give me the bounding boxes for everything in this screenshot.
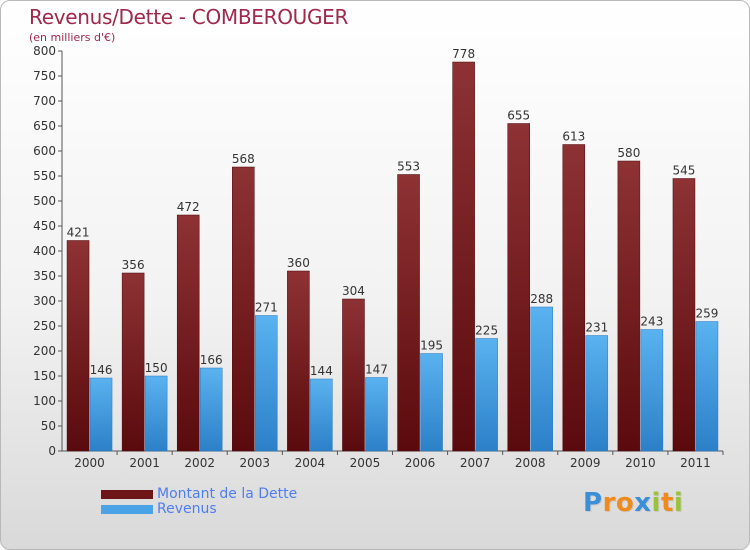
bar-dette [562,144,586,452]
x-tick-label: 2011 [680,456,711,470]
data-label-revenus: 288 [530,292,553,306]
data-label-dette: 568 [232,152,255,166]
bar-revenus [475,338,498,452]
bar-dette [232,166,255,452]
data-label-revenus: 225 [475,324,498,338]
x-tick-label: 2010 [625,456,656,470]
y-tick-label: 750 [33,69,56,83]
legend: Montant de la Dette Revenus [101,487,297,517]
bar-revenus [365,377,388,452]
data-label-dette: 613 [562,130,585,144]
bar-revenus [530,306,553,452]
bar-revenus [420,353,443,452]
data-label-dette: 778 [452,47,475,61]
data-label-revenus: 147 [365,363,388,377]
y-tick-label: 650 [33,119,56,133]
x-tick-label: 2009 [570,456,601,470]
bar-dette [672,178,696,452]
x-tick-label: 2008 [515,456,546,470]
y-tick-label: 300 [33,294,56,308]
y-tick-label: 600 [33,144,56,158]
logo-letter: x [634,488,652,518]
data-label-revenus: 166 [200,353,223,367]
logo-letter: i [673,488,684,518]
legend-swatch-debt [101,490,153,499]
data-label-revenus: 243 [640,315,663,329]
bar-revenus [89,377,113,452]
y-tick-label: 200 [33,344,56,358]
data-label-dette: 580 [617,146,640,160]
bar-dette [342,298,365,452]
bar-dette [397,174,420,452]
data-label-revenus: 146 [90,363,113,377]
logo-letter: i [651,488,661,518]
bar-revenus [310,378,333,452]
proxiti-logo: Proxiti [583,488,683,518]
data-label-revenus: 150 [145,361,168,375]
data-label-dette: 360 [287,256,310,270]
logo-letter: P [583,488,603,518]
bar-revenus [695,321,719,452]
x-tick-label: 2000 [74,456,105,470]
data-label-dette: 553 [397,160,420,174]
bar-revenus [199,367,223,452]
y-tick-label: 250 [33,319,56,333]
chart-subtitle: (en milliers d'€) [29,31,116,44]
y-tick-label: 800 [33,44,56,58]
bar-dette [617,160,641,452]
x-tick-label: 2006 [405,456,436,470]
data-label-revenus: 195 [420,339,443,353]
y-tick-label: 550 [33,169,56,183]
x-tick-label: 2004 [295,456,326,470]
data-label-revenus: 144 [310,364,333,378]
y-tick-label: 400 [33,244,56,258]
legend-swatch-revenue [101,505,153,514]
logo-letter: t [660,488,674,518]
legend-item-revenue: Revenus [101,502,297,517]
data-label-dette: 472 [177,200,200,214]
data-label-revenus: 271 [255,301,278,315]
bars: 421 146 356 150 472 166 568 271 360 144 304 147 553 1… [66,47,719,452]
legend-item-debt: Montant de la Dette [101,487,297,502]
data-label-dette: 304 [342,284,365,298]
logo-letter: r [602,488,616,518]
bar-revenus [585,335,609,452]
y-tick-label: 500 [33,194,56,208]
y-tick-label: 450 [33,219,56,233]
data-label-dette: 545 [673,164,696,178]
bar-dette [176,214,200,452]
y-tick-label: 50 [41,419,56,433]
data-label-revenus: 231 [585,321,608,335]
y-tick-label: 100 [33,394,56,408]
x-tick-label: 2002 [184,456,215,470]
data-label-dette: 421 [67,226,90,240]
legend-label-revenue: Revenus [157,501,217,517]
bar-dette [287,270,310,452]
y-tick-label: 0 [48,444,56,458]
legend-label-debt: Montant de la Dette [157,486,298,502]
logo-letter: o [615,488,635,518]
y-tick-label: 350 [33,269,56,283]
x-tick-label: 2001 [129,456,160,470]
data-label-dette: 655 [507,109,530,123]
bar-revenus [640,329,664,452]
y-tick-label: 150 [33,369,56,383]
bar-dette [66,240,90,452]
x-axis: 2000 2001 2002 2003 2004 2005 2006 2007 2008 2009… [62,450,724,470]
x-tick-label: 2003 [240,456,271,470]
data-label-revenus: 259 [696,307,719,321]
chart-title: Revenus/Dette - COMBEROUGER [29,5,349,29]
bar-revenus [144,375,168,452]
x-tick-label: 2007 [460,456,491,470]
bar-dette [507,123,530,452]
bar-dette [121,272,145,452]
bar-revenus [255,315,278,452]
x-tick-label: 2005 [350,456,381,470]
y-tick-label: 700 [33,94,56,108]
y-axis: 0 50 100 150 200 250 300 350 400 450 500 550 600 650 7… [33,44,63,458]
bar-dette [452,61,475,452]
data-label-dette: 356 [122,258,145,272]
